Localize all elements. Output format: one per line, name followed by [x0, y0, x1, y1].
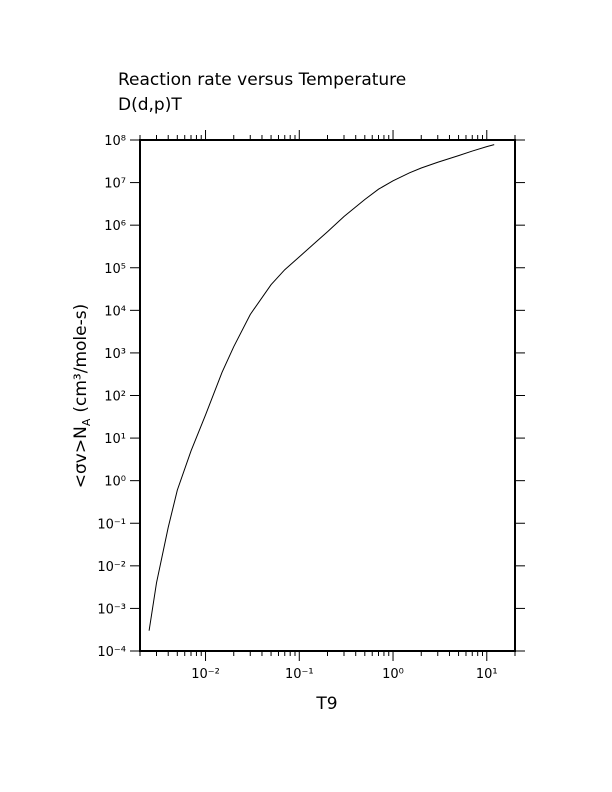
y-tick-label: 10⁻⁴	[97, 645, 126, 660]
y-axis-label: <σv>NA (cm³/mole-s)	[71, 304, 93, 488]
y-tick-label: 10⁶	[104, 219, 126, 234]
plot-frame	[139, 139, 516, 652]
chart-subtitle: D(d,p)T	[118, 95, 182, 115]
y-tick-label: 10³	[104, 347, 126, 362]
x-tick-label: 10¹	[476, 667, 498, 682]
y-tick-label: 10⁻¹	[97, 517, 126, 532]
data-line	[148, 144, 495, 631]
x-tick-label: 10⁻¹	[285, 667, 314, 682]
x-axis-label: T9	[315, 694, 337, 714]
y-label-units: (cm³/mole-s)	[71, 304, 91, 413]
y-tick-label: 10⁴	[104, 304, 126, 319]
chart-title: Reaction rate versus Temperature	[118, 70, 406, 90]
y-tick-label: 10⁻²	[97, 560, 126, 575]
x-tick-label: 10⁻²	[191, 667, 220, 682]
y-tick-label: 10⁸	[104, 134, 126, 149]
y-tick-label: 10¹	[104, 432, 126, 447]
x-tick-label: 10⁰	[382, 667, 404, 682]
y-label-subscript: A	[80, 418, 93, 426]
y-tick-label: 10⁻³	[97, 602, 126, 617]
y-tick-label: 10⁰	[104, 475, 126, 490]
y-tick-label: 10²	[104, 390, 126, 405]
y-label-text: <σv>N	[71, 426, 91, 488]
y-tick-label: 10⁵	[104, 262, 126, 277]
y-tick-label: 10⁷	[104, 177, 126, 192]
